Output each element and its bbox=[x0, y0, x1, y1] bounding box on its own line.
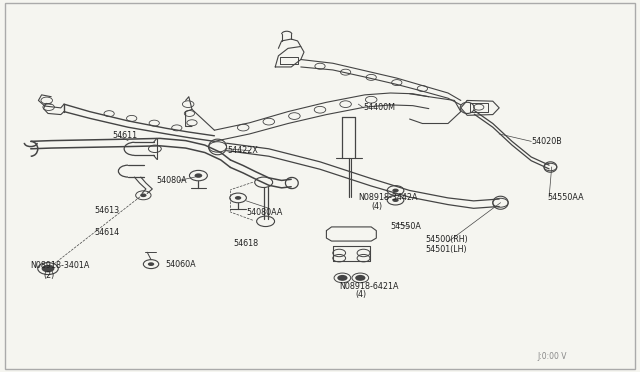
Text: 54611: 54611 bbox=[112, 131, 137, 140]
Text: 54550AA: 54550AA bbox=[547, 193, 584, 202]
Text: 54400M: 54400M bbox=[364, 103, 396, 112]
Circle shape bbox=[195, 173, 202, 178]
Circle shape bbox=[355, 275, 365, 281]
Circle shape bbox=[148, 262, 154, 266]
Text: J:0:00 V: J:0:00 V bbox=[538, 352, 567, 361]
Text: 54618: 54618 bbox=[234, 239, 259, 248]
Circle shape bbox=[337, 275, 348, 281]
Text: 54614: 54614 bbox=[95, 228, 120, 237]
Text: N08918-3401A: N08918-3401A bbox=[31, 262, 90, 270]
Circle shape bbox=[42, 265, 54, 272]
Text: N08918-6421A: N08918-6421A bbox=[339, 282, 399, 291]
Text: (4): (4) bbox=[355, 291, 366, 299]
Text: 54080AA: 54080AA bbox=[246, 208, 283, 217]
Circle shape bbox=[392, 198, 399, 202]
Text: N08918-3442A: N08918-3442A bbox=[358, 193, 418, 202]
Circle shape bbox=[392, 189, 399, 192]
Text: (4): (4) bbox=[371, 202, 382, 211]
Text: 54020B: 54020B bbox=[531, 137, 562, 146]
Text: 54080A: 54080A bbox=[157, 176, 188, 185]
Text: 54500(RH): 54500(RH) bbox=[426, 235, 468, 244]
Text: 54060A: 54060A bbox=[165, 260, 196, 269]
Text: 54550A: 54550A bbox=[390, 222, 421, 231]
Text: 54501(LH): 54501(LH) bbox=[426, 245, 467, 254]
Text: 54613: 54613 bbox=[95, 206, 120, 215]
Circle shape bbox=[140, 193, 147, 197]
Text: (2): (2) bbox=[44, 271, 55, 280]
Text: 54422X: 54422X bbox=[227, 146, 258, 155]
Circle shape bbox=[235, 196, 241, 200]
